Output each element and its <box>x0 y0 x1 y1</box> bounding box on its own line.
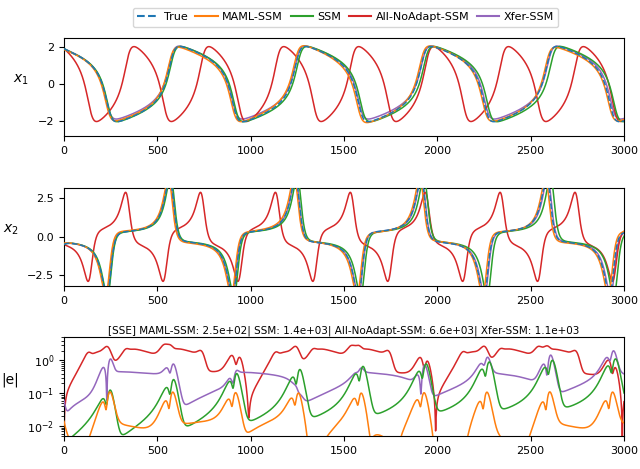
MAML-SSM <box>60 47 68 53</box>
SSM <box>60 46 68 52</box>
MAML-SSM <box>363 120 371 125</box>
SSM <box>157 92 165 98</box>
Legend: True, MAML-SSM, SSM, All-NoAdapt-SSM, Xfer-SSM: True, MAML-SSM, SSM, All-NoAdapt-SSM, Xf… <box>133 8 558 27</box>
SSM <box>620 119 628 124</box>
Xfer-SSM <box>113 116 120 122</box>
Line: All-NoAdapt-SSM: All-NoAdapt-SSM <box>64 46 624 121</box>
Line: Xfer-SSM: Xfer-SSM <box>64 46 624 119</box>
True <box>609 113 617 119</box>
Title: [SSE] MAML-SSM: 2.5e+02| SSM: 1.4e+03| All-NoAdapt-SSM: 6.6e+03| Xfer-SSM: 1.1e+: [SSE] MAML-SSM: 2.5e+02| SSM: 1.4e+03| A… <box>108 325 580 336</box>
MAML-SSM <box>157 88 165 94</box>
True <box>157 90 165 96</box>
Line: MAML-SSM: MAML-SSM <box>64 46 624 122</box>
All-NoAdapt-SSM <box>60 46 68 52</box>
All-NoAdapt-SSM <box>93 119 100 124</box>
All-NoAdapt-SSM <box>549 114 557 120</box>
SSM <box>124 116 132 121</box>
Xfer-SSM <box>175 43 183 49</box>
True <box>113 119 121 124</box>
MAML-SSM <box>300 43 308 49</box>
Y-axis label: $x_1$: $x_1$ <box>13 72 29 87</box>
Y-axis label: $x_2$: $x_2$ <box>3 222 19 237</box>
Xfer-SSM <box>549 45 557 51</box>
SSM <box>557 44 564 49</box>
All-NoAdapt-SSM <box>300 65 307 70</box>
All-NoAdapt-SSM <box>620 118 628 123</box>
Y-axis label: |e|: |e| <box>2 372 19 387</box>
SSM <box>275 102 283 108</box>
Xfer-SSM <box>60 46 68 52</box>
Xfer-SSM <box>275 98 283 104</box>
Xfer-SSM <box>124 113 132 119</box>
MAML-SSM <box>549 45 557 51</box>
Xfer-SSM <box>300 44 307 49</box>
True <box>124 115 132 121</box>
Line: True: True <box>64 46 624 121</box>
True <box>60 46 68 52</box>
True <box>275 101 283 106</box>
MAML-SSM <box>609 115 617 121</box>
Xfer-SSM <box>620 116 628 121</box>
Xfer-SSM <box>609 108 617 113</box>
True <box>300 44 307 50</box>
MAML-SSM <box>620 117 628 122</box>
SSM <box>300 45 307 51</box>
Xfer-SSM <box>157 88 165 93</box>
All-NoAdapt-SSM <box>275 50 283 56</box>
All-NoAdapt-SSM <box>157 89 165 95</box>
SSM <box>113 119 121 124</box>
True <box>553 44 561 49</box>
True <box>549 45 557 51</box>
All-NoAdapt-SSM <box>280 44 287 49</box>
True <box>620 118 628 124</box>
SSM <box>549 53 557 59</box>
MAML-SSM <box>275 99 283 105</box>
All-NoAdapt-SSM <box>609 102 617 107</box>
MAML-SSM <box>124 114 132 120</box>
Line: SSM: SSM <box>64 46 624 121</box>
MAML-SSM <box>299 43 307 49</box>
SSM <box>609 97 617 103</box>
All-NoAdapt-SSM <box>124 54 132 60</box>
